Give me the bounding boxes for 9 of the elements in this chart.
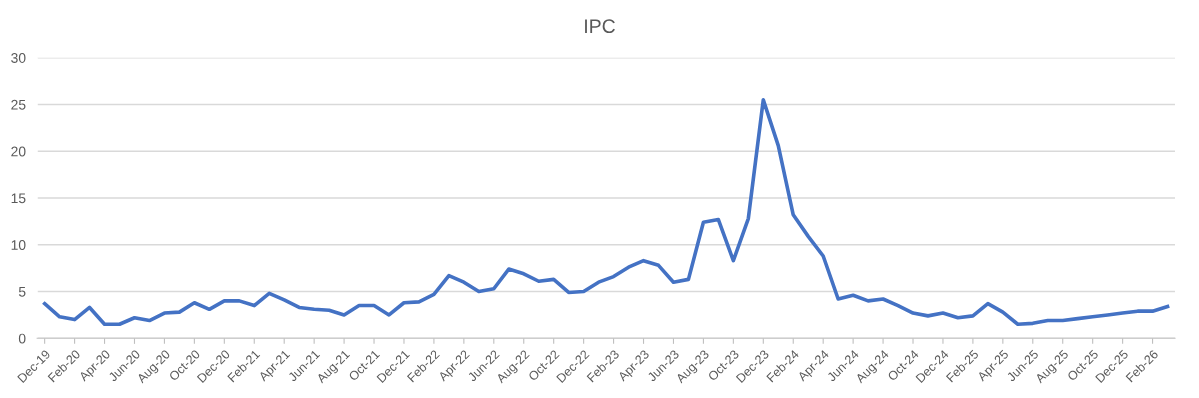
y-tick-label: 30: [11, 53, 26, 63]
y-tick-label: 5: [18, 287, 26, 297]
y-tick-label: 0: [18, 333, 26, 344]
chart-title: IPC: [585, 19, 615, 34]
y-tick-label: 10: [11, 240, 26, 250]
y-tick-label: 15: [11, 193, 26, 204]
line-series: [42, 97, 1170, 327]
y-tick-label: 25: [11, 99, 26, 110]
y-tick-label: 20: [11, 146, 26, 157]
